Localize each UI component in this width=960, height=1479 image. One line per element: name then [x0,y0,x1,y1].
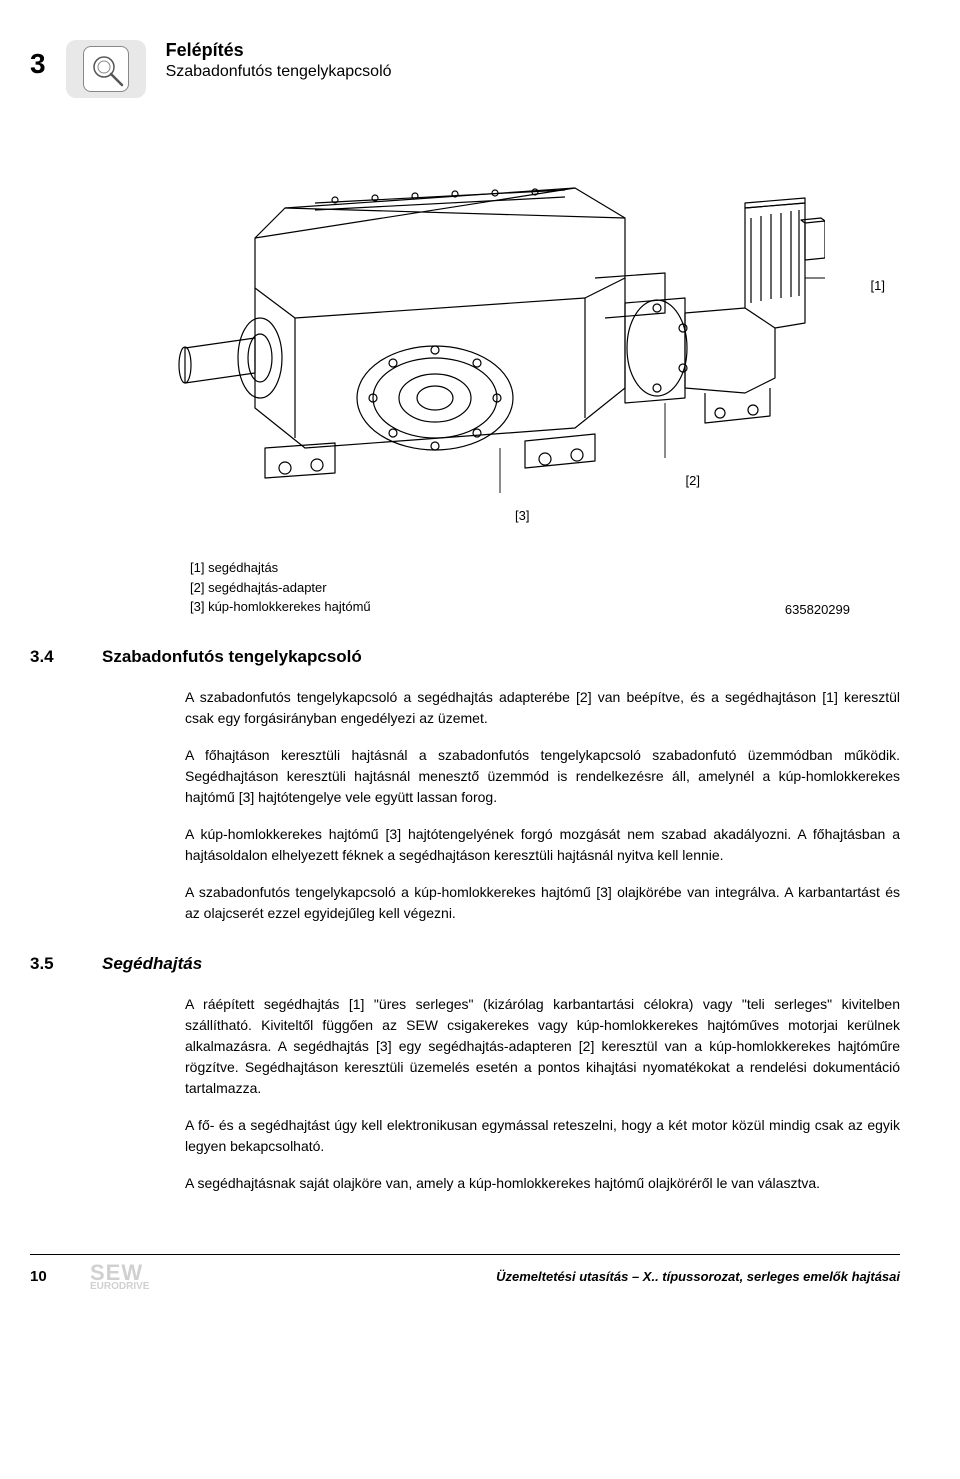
body-paragraph: A szabadonfutós tengelykapcsoló a segédh… [185,687,900,729]
logo-main: SEW [90,1263,149,1283]
figure-legend: [1] segédhajtás [2] segédhajtás-adapter … [190,558,371,617]
magnifier-icon [90,53,124,87]
footer-doc-title: Üzemeltetési utasítás – X.. típussorozat… [496,1269,900,1284]
body-paragraph: A kúp-homlokkerekes hajtómű [3] hajtóten… [185,824,900,866]
subsection-3-4-heading: 3.4 Szabadonfutós tengelykapcsoló [30,647,900,667]
legend-item: [1] segédhajtás [190,558,371,578]
figure-number: 635820299 [785,602,850,617]
legend-item: [3] kúp-homlokkerekes hajtómű [190,597,371,617]
page-number: 10 [30,1268,90,1285]
subsection-number: 3.4 [30,647,78,667]
figure-legend-row: [1] segédhajtás [2] segédhajtás-adapter … [30,558,900,617]
figure-callout-2: [2] [686,473,700,488]
header-subtitle: Szabadonfutós tengelykapcsoló [166,63,392,81]
body-paragraph: A fő- és a segédhajtást úgy kell elektro… [185,1115,900,1157]
technical-figure: [1] [2] [3] [30,128,900,548]
figure-callout-1: [1] [871,278,885,293]
subsection-title: Segédhajtás [102,954,202,974]
body-paragraph: A szabadonfutós tengelykapcsoló a kúp-ho… [185,882,900,924]
page-footer: 10 SEW EURODRIVE Üzemeltetési utasítás –… [30,1254,900,1292]
header-titles: Felépítés Szabadonfutós tengelykapcsoló [166,40,392,81]
section-number: 3 [30,40,46,80]
gearbox-drawing [105,148,825,528]
page-header: 3 Felépítés Szabadonfutós tengelykapcsol… [30,40,900,98]
header-icon-box [66,40,146,98]
legend-item: [2] segédhajtás-adapter [190,578,371,598]
body-paragraph: A ráépített segédhajtás [1] "üres serleg… [185,994,900,1099]
body-paragraph: A segédhajtásnak saját olajköre van, ame… [185,1173,900,1194]
logo-sub: EURODRIVE [90,1282,149,1291]
subsection-3-5-heading: 3.5 Segédhajtás [30,954,900,974]
subsection-title: Szabadonfutós tengelykapcsoló [102,647,362,667]
body-paragraph: A főhajtáson keresztüli hajtásnál a szab… [185,745,900,808]
subsection-number: 3.5 [30,954,78,974]
header-title: Felépítés [166,40,392,61]
brand-logo: SEW EURODRIVE [90,1263,149,1292]
figure-callout-3: [3] [515,508,529,523]
